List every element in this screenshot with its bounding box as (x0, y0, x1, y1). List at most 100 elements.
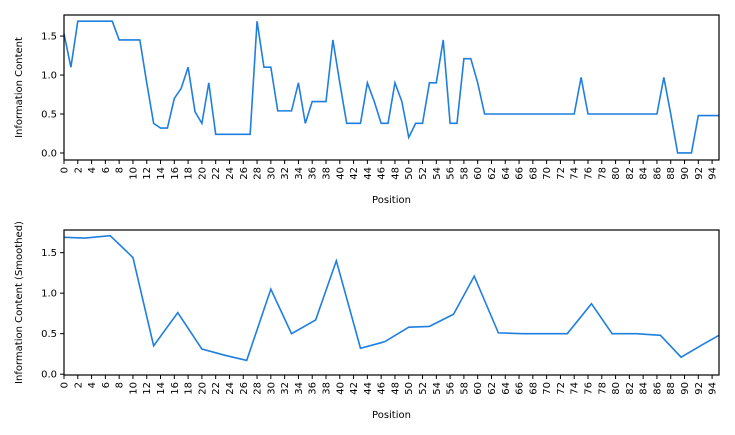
x-tick-label: 86 (652, 382, 663, 395)
x-tick-label: 84 (639, 167, 650, 180)
y-tick-label: 1.5 (41, 248, 57, 259)
x-tick-label: 10 (128, 167, 139, 180)
x-tick-label: 8 (115, 382, 126, 388)
y-tick-label: 0.5 (41, 110, 57, 121)
x-tick-label: 30 (266, 167, 277, 180)
x-tick-label: 58 (459, 167, 470, 180)
x-tick-label: 14 (156, 167, 167, 180)
x-tick-label: 40 (335, 382, 346, 395)
x-tick-label: 60 (473, 167, 484, 180)
y-axis-label: Information Content (Smoothed) (14, 221, 25, 384)
data-line (63, 20, 719, 154)
y-tick-label: 0.5 (41, 329, 57, 340)
x-tick-label: 82 (625, 382, 636, 395)
x-tick-label: 4 (87, 382, 98, 388)
x-tick-label: 12 (142, 167, 153, 180)
x-tick-label: 62 (487, 382, 498, 395)
x-tick-label: 54 (432, 167, 443, 180)
x-tick-label: 0 (60, 382, 71, 388)
x-tick-label: 78 (597, 382, 608, 395)
x-tick-label: 6 (101, 382, 112, 388)
x-tick-label: 56 (446, 167, 457, 180)
y-axis-label: Information Content (14, 37, 25, 138)
x-tick-label: 32 (280, 167, 291, 180)
x-tick-label: 28 (253, 167, 264, 180)
x-tick-label: 54 (432, 382, 443, 395)
x-tick-label: 68 (528, 382, 539, 395)
x-tick-label: 26 (239, 382, 250, 395)
x-tick-label: 18 (184, 382, 195, 395)
x-tick-label: 70 (542, 167, 553, 180)
x-tick-label: 80 (611, 167, 622, 180)
x-tick-label: 52 (418, 382, 429, 395)
y-tick-label: 0.0 (41, 148, 57, 159)
x-tick-label: 4 (87, 167, 98, 173)
x-tick-label: 36 (308, 167, 319, 180)
x-tick-label: 56 (446, 382, 457, 395)
x-tick-label: 8 (115, 167, 126, 173)
y-tick-label: 1.0 (41, 289, 57, 300)
x-tick-label: 68 (528, 167, 539, 180)
x-tick-label: 18 (184, 167, 195, 180)
x-tick-label: 16 (170, 382, 181, 395)
x-tick-label: 22 (211, 167, 222, 180)
x-tick-label: 76 (584, 167, 595, 180)
x-tick-label: 76 (584, 382, 595, 395)
x-tick-label: 74 (570, 167, 581, 180)
x-tick-label: 2 (73, 167, 84, 173)
x-axis-label: Position (372, 410, 411, 421)
axes-frame (63, 229, 720, 376)
x-tick-label: 20 (197, 167, 208, 180)
x-tick-label: 66 (515, 167, 526, 180)
x-tick-label: 86 (652, 167, 663, 180)
x-tick-label: 16 (170, 167, 181, 180)
x-tick-label: 30 (266, 382, 277, 395)
x-tick-label: 50 (404, 167, 415, 180)
x-tick-label: 46 (377, 382, 388, 395)
x-tick-label: 24 (225, 382, 236, 395)
x-tick-label: 22 (211, 382, 222, 395)
data-line (63, 234, 720, 362)
x-axis-label: Position (372, 195, 411, 206)
x-tick-label: 42 (349, 167, 360, 180)
x-tick-label: 44 (363, 167, 374, 180)
x-tick-label: 34 (294, 382, 305, 395)
x-tick-label: 46 (377, 167, 388, 180)
x-tick-label: 90 (680, 167, 691, 180)
x-tick-label: 10 (128, 382, 139, 395)
x-tick-label: 0 (60, 167, 71, 173)
x-tick-label: 48 (390, 382, 401, 395)
x-tick-label: 88 (666, 382, 677, 395)
x-tick-label: 50 (404, 382, 415, 395)
x-tick-label: 14 (156, 382, 167, 395)
x-tick-label: 88 (666, 167, 677, 180)
x-tick-label: 48 (390, 167, 401, 180)
x-tick-label: 72 (556, 382, 567, 395)
x-tick-label: 24 (225, 167, 236, 180)
x-tick-label: 64 (501, 167, 512, 180)
x-tick-label: 26 (239, 167, 250, 180)
x-tick-label: 72 (556, 167, 567, 180)
x-tick-label: 94 (708, 382, 719, 395)
y-tick-label: 1.0 (41, 71, 57, 82)
x-tick-label: 28 (253, 382, 264, 395)
x-tick-label: 70 (542, 382, 553, 395)
x-tick-label: 62 (487, 167, 498, 180)
x-tick-label: 38 (322, 167, 333, 180)
y-tick-label: 0.0 (41, 370, 57, 381)
x-tick-label: 60 (473, 382, 484, 395)
x-tick-label: 52 (418, 167, 429, 180)
x-tick-label: 32 (280, 382, 291, 395)
x-tick-label: 78 (597, 167, 608, 180)
x-tick-label: 6 (101, 167, 112, 173)
x-tick-label: 82 (625, 167, 636, 180)
y-tick-label: 1.5 (41, 32, 57, 43)
x-tick-label: 38 (322, 382, 333, 395)
x-tick-label: 80 (611, 382, 622, 395)
x-tick-label: 92 (694, 382, 705, 395)
x-tick-label: 94 (708, 167, 719, 180)
x-tick-label: 34 (294, 167, 305, 180)
x-tick-label: 58 (459, 382, 470, 395)
axes-frame (63, 14, 720, 161)
